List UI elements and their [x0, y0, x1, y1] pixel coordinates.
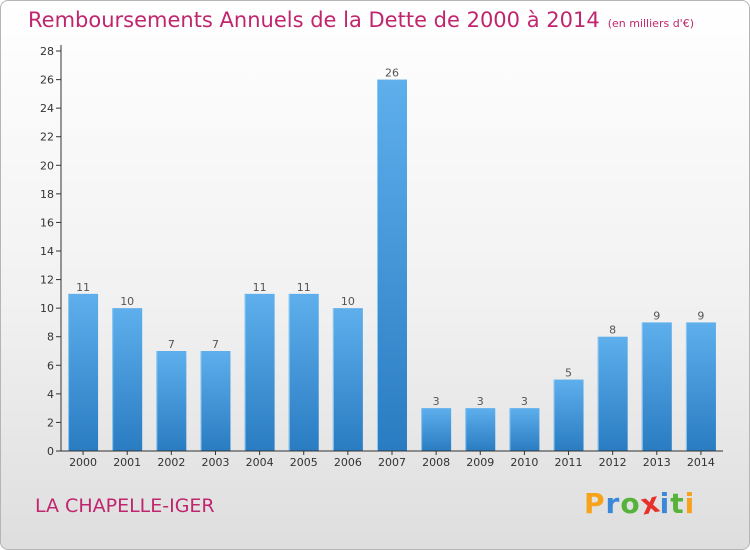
y-tick-label: 26 [40, 74, 54, 87]
y-tick-label: 12 [40, 274, 54, 287]
bar-2001 [112, 308, 143, 451]
bar-2007 [377, 79, 407, 452]
data-label-2000: 11 [76, 281, 90, 294]
logo-letter: i [659, 487, 671, 520]
bars: 11 10 7 7 11 11 10 26 3 3 3 5 8 9 9 [68, 67, 716, 452]
y-tick-label: 28 [40, 45, 54, 58]
x-tick-label-2009: 2009 [466, 456, 494, 469]
data-label-2006: 10 [341, 295, 355, 308]
x-tick-label-2008: 2008 [422, 456, 450, 469]
logo-letter: i [684, 487, 696, 520]
commune-name: LA CHAPELLE-IGER [35, 495, 215, 517]
bar-2003 [200, 351, 231, 451]
chart-subtitle: (en milliers d'€) [607, 17, 694, 30]
bar-2005 [288, 293, 319, 451]
data-label-2011: 5 [565, 367, 572, 380]
data-label-2012: 8 [609, 324, 616, 337]
logo-letter: t [670, 487, 685, 520]
proxiti-logo: Proxiti [584, 485, 696, 521]
title-row: Remboursements Annuels de la Dette de 20… [28, 8, 694, 32]
x-tick-label-2014: 2014 [687, 456, 715, 469]
y-tick-label: 20 [40, 159, 54, 172]
x-tick-label-2011: 2011 [555, 456, 583, 469]
y-tick-label: 16 [40, 216, 54, 229]
bar-2009 [465, 408, 496, 451]
x-tick-label-2004: 2004 [246, 456, 274, 469]
y-tick-label: 24 [40, 102, 54, 115]
chart-title: Remboursements Annuels de la Dette de 20… [28, 8, 600, 32]
bar-2002 [156, 351, 187, 451]
data-label-2013: 9 [653, 309, 660, 322]
y-tick-label: 0 [47, 445, 54, 458]
x-tick-label-2003: 2003 [201, 456, 229, 469]
data-label-2005: 11 [297, 281, 311, 294]
x-tick-label-2012: 2012 [599, 456, 627, 469]
y-tick-label: 18 [40, 188, 54, 201]
bar-2013 [641, 322, 672, 451]
bar-2000 [68, 293, 99, 451]
x-tick-label-2013: 2013 [643, 456, 671, 469]
data-label-2009: 3 [477, 395, 484, 408]
data-label-2008: 3 [433, 395, 440, 408]
bar-2011 [553, 379, 584, 451]
logo-letter: P [584, 487, 606, 520]
x-tick-label-2002: 2002 [157, 456, 185, 469]
bar-2014 [685, 322, 716, 451]
data-label-2004: 11 [253, 281, 267, 294]
y-tick-label: 14 [40, 245, 54, 258]
bar-2008 [421, 408, 452, 451]
y-tick-label: 8 [47, 331, 54, 344]
x-tick-label-2000: 2000 [69, 456, 97, 469]
data-label-2002: 7 [168, 338, 175, 351]
x-tick-label-2005: 2005 [290, 456, 318, 469]
y-tick-label: 22 [40, 131, 54, 144]
x-tick-label-2006: 2006 [334, 456, 362, 469]
data-label-2007: 26 [385, 67, 399, 80]
bar-2010 [509, 408, 540, 451]
x-axis: 2000 2001 2002 2003 2004 2005 2006 2007 2008 2009… [61, 450, 723, 469]
data-label-2001: 10 [120, 295, 134, 308]
logo-letter: o [620, 487, 641, 520]
bar-2006 [332, 308, 363, 451]
y-tick-label: 10 [40, 302, 54, 315]
x-tick-label-2001: 2001 [113, 456, 141, 469]
bar-2012 [597, 336, 628, 451]
y-tick-label: 6 [47, 359, 54, 372]
x-tick-label-2010: 2010 [510, 456, 538, 469]
y-tick-label: 2 [47, 416, 54, 429]
bar-2004 [244, 293, 275, 451]
data-label-2014: 9 [697, 309, 704, 322]
y-tick-label: 4 [47, 388, 54, 401]
data-label-2003: 7 [212, 338, 219, 351]
logo-letter: r [605, 487, 621, 520]
data-label-2010: 3 [521, 395, 528, 408]
x-tick-label-2007: 2007 [378, 456, 406, 469]
